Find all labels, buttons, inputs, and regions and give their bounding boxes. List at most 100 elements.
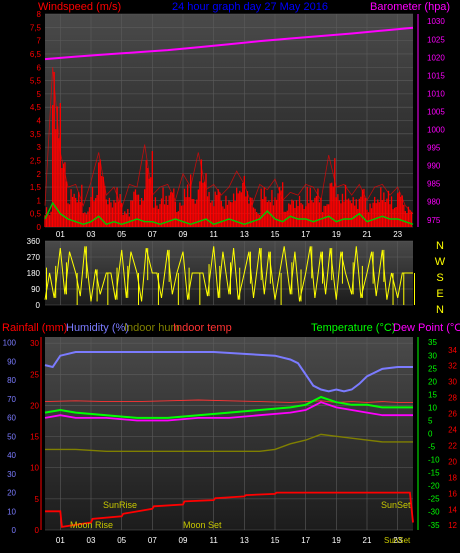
y-tick-dew-0: 12 [448, 521, 457, 530]
y-tick-hum-2: 20 [7, 489, 16, 498]
rainfall-line [45, 491, 414, 528]
temp-hum-rain-axes: 0510152025300102030405060708090100-35-30… [3, 337, 458, 545]
y-tick-temp-9: 10 [428, 403, 437, 412]
y-tick-baro-2: 985 [427, 180, 441, 189]
sunset-bottom-label: SunSet [384, 536, 411, 545]
x-tick-wind-10: 21 [363, 230, 372, 239]
y-tick-temp-3: -20 [428, 482, 440, 491]
sunrise-label: SunRise [103, 500, 137, 510]
x-tick-thr-6: 13 [240, 536, 249, 545]
indoor-temperature-line [44, 399, 413, 403]
y-tick-wind-3: 1,5 [30, 183, 42, 192]
y-tick-rain-4: 20 [30, 401, 39, 410]
x-tick-thr-7: 15 [271, 536, 280, 545]
y-tick-hum-6: 60 [7, 414, 16, 423]
y-tick-dew-3: 18 [448, 473, 457, 482]
y-tick-temp-10: 15 [428, 390, 437, 399]
x-tick-thr-0: 01 [56, 536, 65, 545]
rainfall-label: Rainfall (mm) [2, 322, 67, 334]
y-tick-temp-6: -5 [428, 443, 436, 452]
windspeed-label: Windspeed (m/s) [38, 1, 121, 13]
y-tick-dew-4: 20 [448, 457, 457, 466]
barometer-line [44, 26, 414, 61]
astro-annotations: SunRise SunSet Moon Rise Moon Set SunSet [70, 500, 411, 545]
y-tick-temp-8: 5 [428, 416, 433, 425]
y-tick-temp-5: -10 [428, 456, 440, 465]
wind-direction-line [44, 246, 413, 302]
y-tick-temp-13: 30 [428, 351, 437, 360]
average-wind-line [44, 201, 414, 226]
y-tick-dew-10: 32 [448, 362, 457, 371]
compass-label-0: N [436, 240, 444, 252]
y-tick-dew-6: 24 [448, 426, 457, 435]
wind-baro-axes: 0 0,5 1 1,5 2 2,5 3 3,5 4 4,5 5 5,5 6 6,5 7 7,5 8 975 980 9… [30, 10, 445, 239]
y-tick-wind-1: 0,5 [30, 210, 42, 219]
y-tick-wind-4: 2 [37, 170, 42, 179]
compass-label-2: S [436, 272, 443, 284]
x-tick-wind-0: 01 [56, 230, 65, 239]
compass-label-3: E [436, 288, 443, 300]
humidity-label: Humidity (%) [66, 322, 129, 334]
x-tick-thr-3: 07 [148, 536, 157, 545]
x-tick-wind-6: 13 [240, 230, 249, 239]
barometer-label: Barometer (hpa) [370, 1, 450, 13]
x-tick-thr-1: 03 [87, 536, 96, 545]
x-tick-thr-2: 05 [117, 536, 126, 545]
y-tick-baro-9: 1020 [427, 53, 445, 62]
y-tick-hum-0: 0 [12, 526, 17, 535]
y-tick-temp-7: 0 [428, 430, 433, 439]
y-tick-baro-8: 1015 [427, 71, 445, 80]
compass-label-4: N [436, 304, 444, 316]
moonrise-label: Moon Rise [70, 520, 113, 530]
x-tick-wind-1: 03 [87, 230, 96, 239]
y-tick-rain-1: 5 [35, 495, 40, 504]
temperature-line [44, 395, 413, 419]
y-tick-rain-0: 0 [35, 526, 40, 535]
temp-hum-rain-plot-area [45, 337, 413, 530]
y-tick-wind-14: 7 [37, 37, 42, 46]
y-tick-temp-12: 25 [428, 364, 437, 373]
x-tick-thr-5: 11 [210, 536, 219, 545]
y-tick-wind-0: 0 [37, 223, 42, 232]
y-tick-wind-9: 4,5 [30, 103, 42, 112]
y-tick-dew-9: 30 [448, 378, 457, 387]
x-tick-thr-11: 23 [393, 536, 402, 545]
y-tick-temp-2: -25 [428, 495, 440, 504]
y-tick-dew-11: 34 [448, 346, 457, 355]
x-tick-thr-10: 21 [363, 536, 372, 545]
y-tick-dew-8: 28 [448, 394, 457, 403]
indoor-temp-label: Indoor temp [173, 322, 232, 334]
compass-label-1: W [435, 256, 446, 268]
y-tick-wind-7: 3,5 [30, 130, 42, 139]
y-tick-rain-2: 10 [30, 464, 39, 473]
chart-title: 24 hour graph day 27 May 2016 [172, 1, 328, 13]
y-tick-wind-13: 6,5 [30, 50, 42, 59]
y-tick-wind-2: 1 [37, 196, 42, 205]
y-tick-dew-5: 22 [448, 441, 457, 450]
y-tick-baro-4: 995 [427, 144, 441, 153]
y-tick-baro-6: 1005 [427, 107, 445, 116]
x-tick-wind-4: 09 [179, 230, 188, 239]
y-tick-baro-1: 980 [427, 198, 441, 207]
y-tick-rain-3: 15 [30, 433, 39, 442]
x-tick-thr-4: 09 [179, 536, 188, 545]
y-tick-dew-1: 14 [448, 505, 457, 514]
x-tick-wind-2: 05 [117, 230, 126, 239]
y-tick-temp-0: -35 [428, 521, 440, 530]
y-tick-hum-5: 50 [7, 432, 16, 441]
dew-point-label: Dew Point (°C) [393, 322, 460, 334]
y-tick-wind-15: 7,5 [30, 23, 42, 32]
x-tick-wind-8: 17 [301, 230, 310, 239]
y-tick-hum-7: 70 [7, 395, 16, 404]
x-tick-wind-5: 11 [210, 230, 219, 239]
y-tick-hum-3: 30 [7, 470, 16, 479]
windspeed-line [44, 67, 414, 214]
y-tick-rain-6: 30 [30, 339, 39, 348]
y-tick-wind-12: 6 [37, 63, 42, 72]
y-tick-hum-4: 40 [7, 451, 16, 460]
x-tick-thr-9: 19 [332, 536, 341, 545]
y-tick-baro-5: 1000 [427, 126, 445, 135]
y-tick-dew-2: 16 [448, 489, 457, 498]
y-tick-hum-8: 80 [7, 376, 16, 385]
